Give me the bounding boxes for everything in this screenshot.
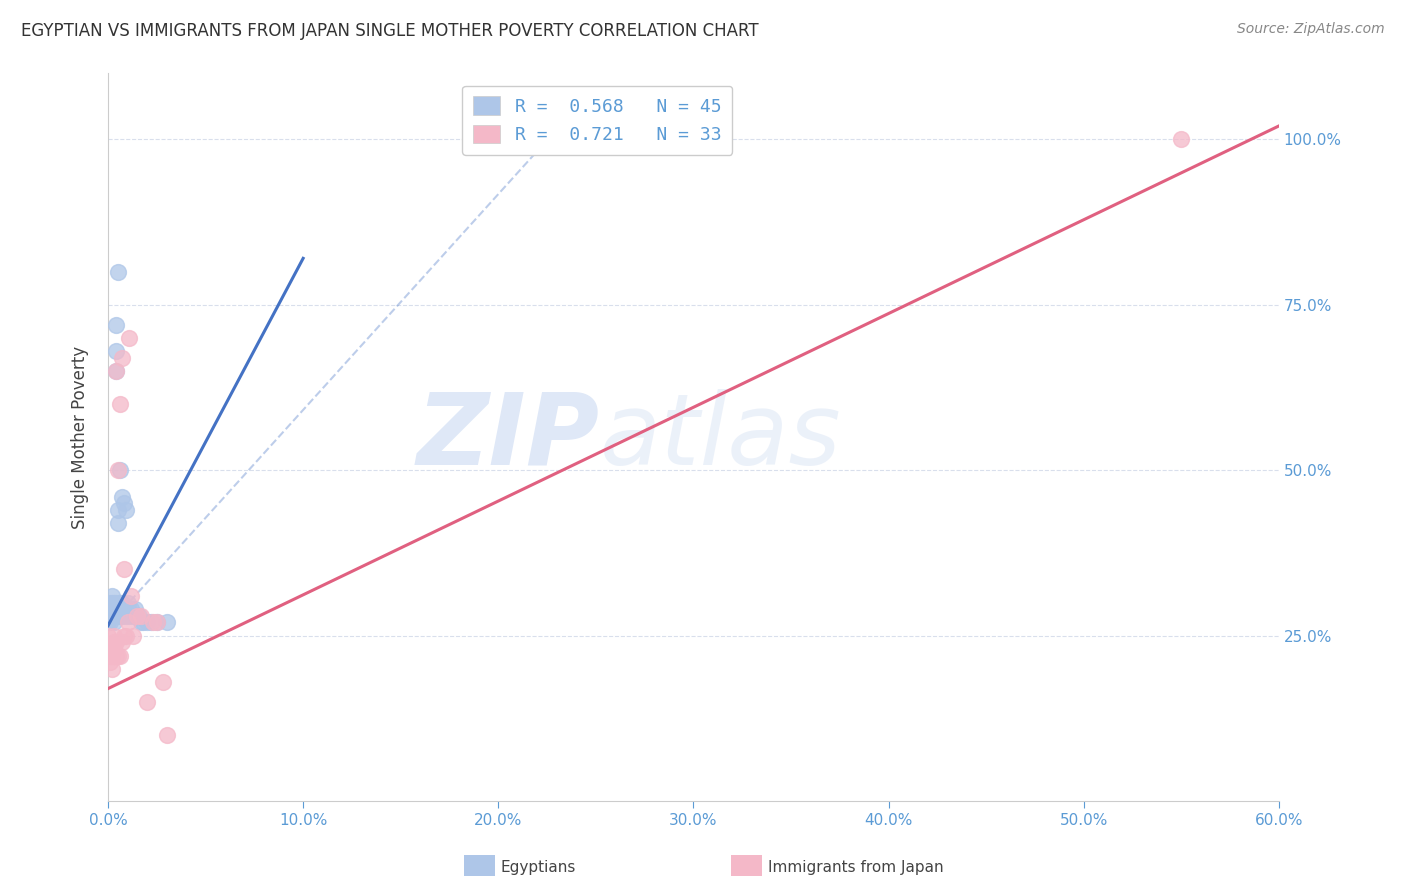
Point xyxy=(103,602,125,616)
Point xyxy=(124,602,146,616)
Point xyxy=(117,602,139,616)
Point xyxy=(111,608,134,623)
Point xyxy=(103,635,125,649)
Point xyxy=(107,516,129,530)
Point xyxy=(155,615,177,630)
Point xyxy=(101,641,124,656)
Point xyxy=(118,331,141,345)
Point xyxy=(112,629,135,643)
Text: EGYPTIAN VS IMMIGRANTS FROM JAPAN SINGLE MOTHER POVERTY CORRELATION CHART: EGYPTIAN VS IMMIGRANTS FROM JAPAN SINGLE… xyxy=(21,22,759,40)
Point xyxy=(101,602,124,616)
Point xyxy=(127,608,149,623)
Point xyxy=(104,344,127,359)
Text: Immigrants from Japan: Immigrants from Japan xyxy=(768,860,943,874)
Point xyxy=(107,602,129,616)
Point xyxy=(114,503,136,517)
Point xyxy=(114,608,136,623)
Point xyxy=(112,496,135,510)
Point xyxy=(101,608,124,623)
Point xyxy=(132,615,155,630)
Point xyxy=(98,655,121,669)
Point xyxy=(101,596,124,610)
Point xyxy=(104,635,127,649)
Point xyxy=(142,615,165,630)
Point xyxy=(98,648,121,663)
Point xyxy=(103,608,125,623)
Point xyxy=(122,629,145,643)
Point xyxy=(103,615,125,630)
Point xyxy=(104,318,127,332)
Point xyxy=(103,629,125,643)
Point xyxy=(108,596,131,610)
Point xyxy=(112,562,135,576)
Point xyxy=(98,596,121,610)
Text: atlas: atlas xyxy=(600,389,841,485)
Point xyxy=(114,629,136,643)
Point xyxy=(111,490,134,504)
Point xyxy=(111,596,134,610)
Point xyxy=(1170,132,1192,146)
Point xyxy=(104,596,127,610)
Point xyxy=(103,641,125,656)
Point xyxy=(117,615,139,630)
Point xyxy=(136,695,159,709)
Point xyxy=(155,728,177,742)
Point xyxy=(104,364,127,378)
Point xyxy=(128,608,150,623)
Point xyxy=(103,596,125,610)
Point xyxy=(146,615,169,630)
Y-axis label: Single Mother Poverty: Single Mother Poverty xyxy=(72,345,89,529)
Point xyxy=(108,648,131,663)
Point xyxy=(118,608,141,623)
Point xyxy=(107,648,129,663)
Point xyxy=(136,615,159,630)
Text: Source: ZipAtlas.com: Source: ZipAtlas.com xyxy=(1237,22,1385,37)
Point xyxy=(104,648,127,663)
Point xyxy=(120,589,142,603)
Point xyxy=(127,608,149,623)
Point xyxy=(120,602,142,616)
Point xyxy=(107,264,129,278)
Point xyxy=(139,615,162,630)
Point xyxy=(107,503,129,517)
Point xyxy=(101,589,124,603)
Point xyxy=(152,675,174,690)
Point xyxy=(103,608,125,623)
Point xyxy=(108,397,131,411)
Point xyxy=(129,608,152,623)
Text: ZIP: ZIP xyxy=(416,389,600,485)
Point xyxy=(112,602,135,616)
Point xyxy=(101,648,124,663)
Point xyxy=(98,608,121,623)
Point xyxy=(122,608,145,623)
Text: Egyptians: Egyptians xyxy=(501,860,576,874)
Point xyxy=(108,463,131,477)
Point xyxy=(129,615,152,630)
Point xyxy=(108,608,131,623)
Point xyxy=(107,463,129,477)
Point xyxy=(111,635,134,649)
Point xyxy=(97,615,120,630)
Point xyxy=(117,596,139,610)
Point xyxy=(101,662,124,676)
Point xyxy=(98,615,121,630)
Point xyxy=(104,364,127,378)
Legend: R =  0.568   N = 45, R =  0.721   N = 33: R = 0.568 N = 45, R = 0.721 N = 33 xyxy=(463,86,733,155)
Point xyxy=(111,351,134,365)
Point xyxy=(97,629,120,643)
Point xyxy=(146,615,169,630)
